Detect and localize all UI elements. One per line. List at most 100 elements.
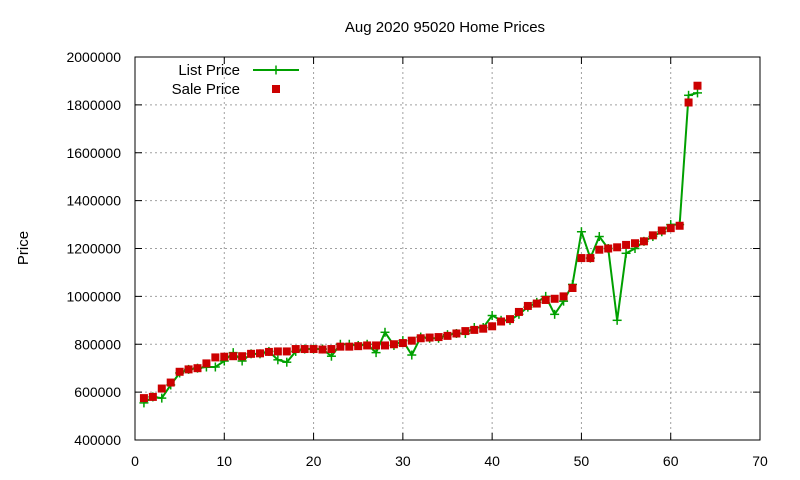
legend-label: List Price bbox=[178, 62, 240, 79]
sale-price-point bbox=[568, 283, 577, 292]
sale-price-point bbox=[256, 349, 264, 358]
y-tick-label: 1600000 bbox=[66, 145, 121, 161]
y-tick-label: 600000 bbox=[74, 384, 121, 400]
sale-price-point bbox=[291, 345, 300, 354]
sale-price-point bbox=[238, 352, 247, 361]
x-tick-label: 30 bbox=[395, 453, 411, 469]
sale-price-point bbox=[595, 245, 604, 254]
sale-price-point bbox=[407, 336, 416, 345]
sale-price-point bbox=[309, 345, 318, 354]
y-tick-label: 400000 bbox=[74, 432, 121, 448]
list-price-point bbox=[594, 232, 604, 242]
sale-price-point bbox=[639, 237, 648, 246]
sale-price-point bbox=[666, 224, 675, 233]
x-tick-label: 40 bbox=[484, 453, 500, 469]
sale-price-point bbox=[372, 341, 381, 350]
y-axis-label: Price bbox=[15, 231, 32, 265]
sale-price-point bbox=[318, 345, 327, 354]
y-tick-label: 1200000 bbox=[66, 241, 121, 257]
sale-price-point bbox=[497, 317, 506, 326]
sale-price-point bbox=[381, 341, 389, 350]
sale-price-point bbox=[398, 339, 407, 348]
list-price-point bbox=[684, 90, 694, 100]
sale-price-point bbox=[452, 329, 461, 338]
list-price-point bbox=[550, 309, 560, 319]
list-price-point bbox=[282, 357, 292, 367]
list-price-point bbox=[210, 362, 220, 372]
sale-price-point bbox=[559, 292, 568, 301]
list-price-point bbox=[326, 351, 336, 361]
y-tick-label: 1000000 bbox=[66, 288, 121, 304]
plot-frame bbox=[134, 56, 761, 441]
sale-price-point bbox=[345, 342, 354, 351]
sale-price-point bbox=[675, 221, 684, 230]
x-tick-label: 10 bbox=[216, 453, 232, 469]
sale-price-point bbox=[148, 392, 157, 401]
sale-price-point bbox=[273, 347, 282, 356]
sale-price-point bbox=[327, 345, 336, 354]
sale-price-point bbox=[220, 352, 229, 361]
list-price-point bbox=[612, 315, 622, 325]
sale-price-point bbox=[282, 347, 291, 356]
sale-price-point bbox=[264, 347, 273, 356]
list-price-point bbox=[371, 348, 381, 358]
sale-price-point bbox=[613, 243, 622, 252]
sale-price-point bbox=[550, 294, 559, 303]
list-price-point bbox=[380, 327, 390, 337]
sale-price-point bbox=[211, 353, 220, 362]
grid bbox=[135, 57, 760, 440]
sale-price-point bbox=[541, 295, 550, 304]
sale-price-point bbox=[532, 299, 541, 308]
y-tick-label: 800000 bbox=[74, 336, 121, 352]
sale-price-point bbox=[443, 331, 452, 340]
x-tick-label: 60 bbox=[663, 453, 679, 469]
sale-price-point bbox=[175, 367, 184, 376]
sale-price-point bbox=[470, 325, 479, 334]
sale-price-point bbox=[586, 254, 595, 263]
list-price-point bbox=[621, 248, 631, 258]
ticks: 400000 600000 800000 1000000 1200000 1400000 1… bbox=[66, 49, 768, 469]
sale-price-point bbox=[193, 364, 202, 373]
list-price-point bbox=[273, 355, 283, 365]
sale-price-point bbox=[166, 378, 175, 387]
sale-price-point bbox=[184, 365, 193, 374]
sale-price-point bbox=[425, 333, 434, 342]
x-tick-label: 70 bbox=[752, 453, 768, 469]
legend-plus-swatch bbox=[271, 65, 281, 75]
sale-price-point bbox=[139, 394, 148, 403]
list-price-point bbox=[576, 227, 586, 237]
sale-price-point bbox=[354, 342, 363, 351]
list-price-point bbox=[693, 88, 702, 98]
sale-price-point bbox=[648, 231, 657, 240]
x-tick-label: 0 bbox=[131, 453, 139, 469]
sale-price-point bbox=[506, 315, 514, 324]
sale-price-point bbox=[514, 307, 523, 316]
sale-price-point bbox=[461, 327, 470, 336]
y-tick-label: 1400000 bbox=[66, 193, 121, 209]
sale-price-point bbox=[157, 384, 166, 393]
list-price-point bbox=[407, 350, 417, 360]
sale-price-point bbox=[684, 98, 693, 107]
chart-title: Aug 2020 95020 Home Prices bbox=[345, 19, 545, 36]
sale-price-series bbox=[139, 81, 702, 403]
legend-square-swatch bbox=[272, 85, 280, 93]
sale-price-point bbox=[488, 322, 497, 331]
sale-price-point bbox=[577, 254, 586, 263]
y-tick-label: 2000000 bbox=[66, 49, 121, 65]
sale-price-point bbox=[300, 345, 309, 354]
x-tick-label: 50 bbox=[574, 453, 590, 469]
x-tick-label: 20 bbox=[306, 453, 322, 469]
sale-price-point bbox=[479, 324, 488, 333]
sale-price-point bbox=[434, 333, 443, 342]
sale-price-point bbox=[363, 341, 372, 350]
list-price-point bbox=[487, 311, 497, 321]
sale-price-point bbox=[622, 240, 631, 249]
sale-price-point bbox=[229, 352, 238, 361]
y-tick-label: 1800000 bbox=[66, 97, 121, 113]
sale-price-point bbox=[389, 340, 398, 349]
sale-price-point bbox=[631, 239, 639, 248]
legend-label: Sale Price bbox=[172, 81, 240, 98]
sale-price-point bbox=[693, 81, 702, 90]
series-layer bbox=[139, 81, 702, 408]
